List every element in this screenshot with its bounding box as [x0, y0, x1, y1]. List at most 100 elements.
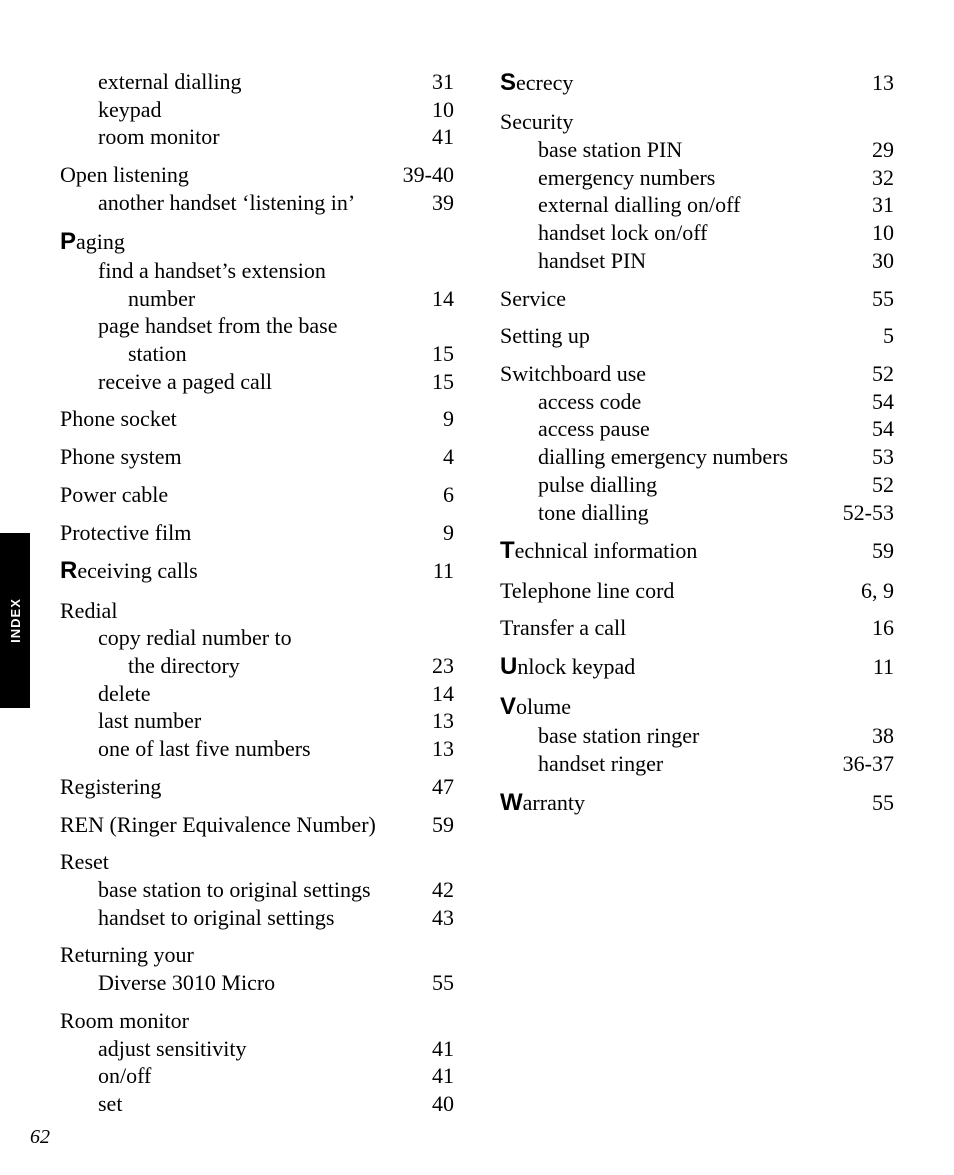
index-group: Technical information59: [500, 536, 894, 566]
index-group: Room monitoradjust sensitivity41on/off41…: [60, 1007, 454, 1118]
index-entry: receive a paged call15: [60, 368, 454, 396]
index-entry-label: dialling emergency numbers: [538, 443, 834, 471]
index-entry-label: access code: [538, 388, 834, 416]
index-entry-page: 38: [834, 722, 894, 750]
index-entry-page: 55: [834, 789, 894, 817]
index-entry-page: 6: [394, 481, 454, 509]
index-entry: Diverse 3010 Micro55: [60, 969, 454, 997]
index-group: Service55: [500, 285, 894, 313]
index-entry-label: room monitor: [98, 123, 394, 151]
index-entry-page: 42: [394, 876, 454, 904]
index-group: Phone system4: [60, 443, 454, 471]
index-entry: Security: [500, 108, 894, 136]
index-group: Secrecy13: [500, 68, 894, 98]
index-entry-rest: eceiving calls: [77, 558, 197, 583]
index-group: Open listening39-40another handset ‘list…: [60, 161, 454, 216]
index-entry-page: 11: [834, 653, 894, 681]
index-entry: Room monitor: [60, 1007, 454, 1035]
index-entry-page: 59: [394, 811, 454, 839]
index-entry-page: 53: [834, 443, 894, 471]
index-entry-page: 13: [834, 69, 894, 97]
index-entry-page: 10: [834, 219, 894, 247]
index-entry: dialling emergency numbers53: [500, 443, 894, 471]
index-entry-page: 11: [394, 557, 454, 585]
index-entry-page: 36-37: [834, 750, 894, 778]
index-entry-label: Telephone line cord: [500, 577, 834, 605]
index-entry: handset to original settings43: [60, 904, 454, 932]
index-entry: base station ringer38: [500, 722, 894, 750]
index-entry-rest: echnical information: [515, 538, 698, 563]
index-entry-label: station: [128, 340, 394, 368]
index-entry: Phone socket9: [60, 405, 454, 433]
index-entry: base station PIN29: [500, 136, 894, 164]
index-entry-page: 41: [394, 1035, 454, 1063]
index-entry-rest: aging: [76, 229, 125, 254]
index-entry: handset ringer36-37: [500, 750, 894, 778]
index-entry-label: pulse dialling: [538, 471, 834, 499]
index-entry-page: 13: [394, 707, 454, 735]
index-entry: handset lock on/off10: [500, 219, 894, 247]
index-group: Unlock keypad11: [500, 652, 894, 682]
index-entry-rest: nlock keypad: [517, 654, 635, 679]
index-entry: pulse dialling52: [500, 471, 894, 499]
index-entry-label: Secrecy: [500, 68, 834, 98]
index-entry: one of last five numbers13: [60, 735, 454, 763]
index-entry: base station to original settings42: [60, 876, 454, 904]
index-entry: tone dialling52-53: [500, 499, 894, 527]
index-entry-label: Power cable: [60, 481, 394, 509]
index-entry: external dialling on/off31: [500, 191, 894, 219]
index-column-left: external dialling31keypad10room monitor4…: [60, 68, 454, 1105]
index-group: Power cable6: [60, 481, 454, 509]
index-entry-page: 52-53: [834, 499, 894, 527]
index-entry: Open listening39-40: [60, 161, 454, 189]
index-entry-page: 6, 9: [834, 577, 894, 605]
index-entry-label: Open listening: [60, 161, 394, 189]
index-group: Protective film9: [60, 519, 454, 547]
index-entry-label: handset to original settings: [98, 904, 394, 932]
side-tab-label: INDEX: [8, 598, 23, 643]
index-entry-label: Service: [500, 285, 834, 313]
index-entry-page: 14: [394, 285, 454, 313]
index-entry-page: 54: [834, 388, 894, 416]
index-entry: Paging: [60, 227, 454, 257]
index-entry-label: emergency numbers: [538, 164, 834, 192]
index-entry: Reset: [60, 848, 454, 876]
index-entry: Warranty55: [500, 788, 894, 818]
index-entry: access code54: [500, 388, 894, 416]
index-entry: find a handset’s extension: [60, 257, 454, 285]
index-entry: Switchboard use52: [500, 360, 894, 388]
index-entry-page: 9: [394, 405, 454, 433]
index-group: external dialling31keypad10room monitor4…: [60, 68, 454, 151]
index-entry: Phone system4: [60, 443, 454, 471]
index-entry-label: copy redial number to: [98, 624, 394, 652]
index-entry: handset PIN30: [500, 247, 894, 275]
index-entry: external dialling31: [60, 68, 454, 96]
index-entry-label: number: [128, 285, 394, 313]
index-entry-rest: ecrecy: [516, 70, 573, 95]
index-group: Returning yourDiverse 3010 Micro55: [60, 941, 454, 996]
index-entry-page: 41: [394, 123, 454, 151]
index-group: Registering47: [60, 773, 454, 801]
index-entry-page: 29: [834, 136, 894, 164]
index-entry: Power cable6: [60, 481, 454, 509]
index-entry-label: delete: [98, 680, 394, 708]
index-entry-label: another handset ‘listening in’: [98, 189, 394, 217]
index-entry: Service55: [500, 285, 894, 313]
index-group: REN (Ringer Equivalence Number)59: [60, 811, 454, 839]
index-entry-page: 15: [394, 340, 454, 368]
index-entry-label: Registering: [60, 773, 394, 801]
index-entry-page: 31: [834, 191, 894, 219]
index-entry-page: 13: [394, 735, 454, 763]
index-group: Switchboard use52access code54access pau…: [500, 360, 894, 526]
index-page: INDEX external dialling31keypad10room mo…: [0, 0, 954, 1175]
index-entry-rest: arranty: [523, 790, 585, 815]
index-entry: number14: [60, 285, 454, 313]
index-entry-label: access pause: [538, 415, 834, 443]
index-entry-label: Phone system: [60, 443, 394, 471]
index-entry-label: base station to original settings: [98, 876, 394, 904]
index-entry-label: one of last five numbers: [98, 735, 394, 763]
index-entry-label: Unlock keypad: [500, 652, 834, 682]
index-entry: on/off41: [60, 1062, 454, 1090]
index-entry-label: handset PIN: [538, 247, 834, 275]
index-entry-label: Phone socket: [60, 405, 394, 433]
